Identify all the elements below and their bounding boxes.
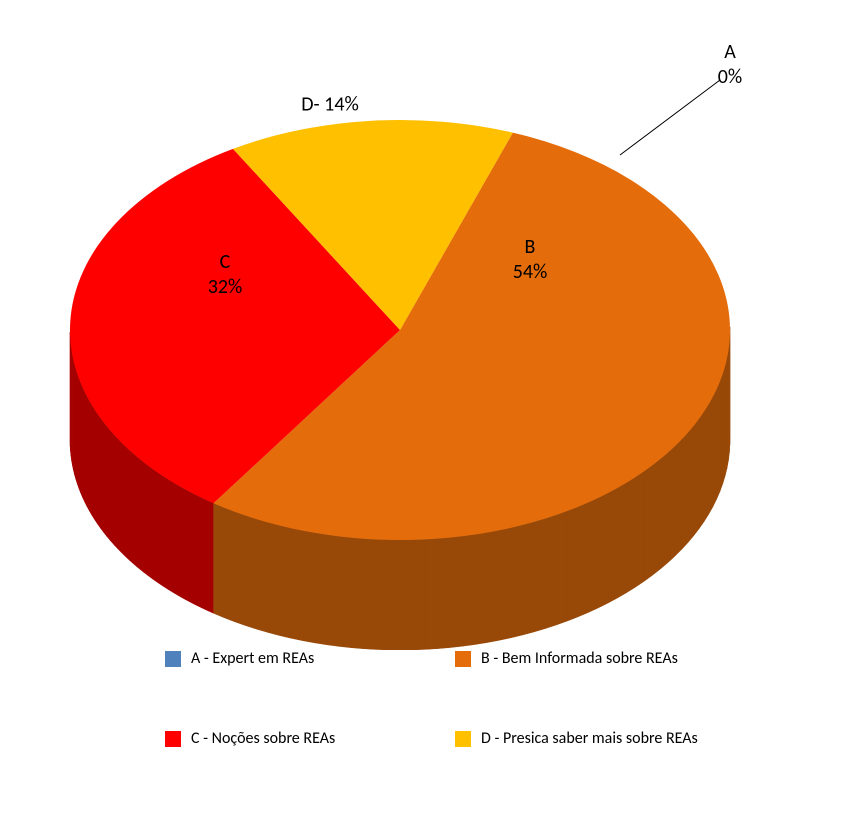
legend-swatch bbox=[165, 651, 181, 667]
legend: A - Expert em REAs B - Bem Informada sobr… bbox=[0, 649, 844, 819]
legend-entry-2: C - Noções sobre REAs bbox=[165, 729, 335, 748]
slice-label-line1: A bbox=[718, 40, 742, 65]
legend-text: B - Bem Informada sobre REAs bbox=[481, 649, 678, 668]
pie-svg bbox=[0, 0, 844, 650]
slice-label-line1: B bbox=[513, 235, 548, 260]
legend-entry-0: A - Expert em REAs bbox=[165, 649, 314, 668]
slice-label-D: D- 14% bbox=[301, 93, 359, 118]
pie-chart-3d: A0% B54% C32% D- 14% A - Expert em REAs B - … bbox=[0, 0, 844, 819]
slice-label-B: B54% bbox=[513, 235, 548, 285]
legend-entry-3: D - Presica saber mais sobre REAs bbox=[455, 729, 698, 748]
slice-label-line2: 0% bbox=[718, 65, 742, 90]
legend-text: A - Expert em REAs bbox=[191, 649, 314, 668]
slice-label-line1: D- 14% bbox=[301, 93, 359, 118]
slice-label-line1: C bbox=[208, 250, 243, 275]
pie-top-faces bbox=[70, 120, 730, 540]
legend-swatch bbox=[455, 731, 471, 747]
legend-text: D - Presica saber mais sobre REAs bbox=[481, 729, 698, 748]
slice-label-C: C32% bbox=[208, 250, 243, 300]
legend-text: C - Noções sobre REAs bbox=[191, 729, 335, 748]
slice-label-line2: 32% bbox=[208, 275, 243, 300]
callout-line-a bbox=[620, 80, 720, 155]
legend-entry-1: B - Bem Informada sobre REAs bbox=[455, 649, 678, 668]
legend-swatch bbox=[165, 731, 181, 747]
slice-label-A: A0% bbox=[718, 40, 742, 90]
slice-label-line2: 54% bbox=[513, 260, 548, 285]
legend-swatch bbox=[455, 651, 471, 667]
